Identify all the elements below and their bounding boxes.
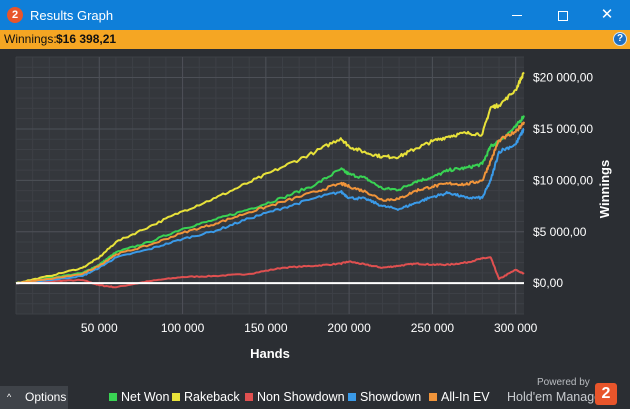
powered-by-label: Powered by	[537, 377, 590, 388]
x-tick-label: 250 000	[411, 321, 455, 335]
x-tick-label: 200 000	[327, 321, 371, 335]
legend-label: Rakeback	[184, 390, 240, 404]
y-tick-label: $0,00	[533, 276, 563, 290]
minimize-button[interactable]	[494, 0, 540, 30]
brand-logo-icon: 2	[595, 383, 617, 405]
y-tick-label: $10 000,00	[533, 173, 593, 187]
maximize-icon	[558, 10, 568, 21]
results-chart: 50 000 100 000 150 000 200 000 250 000 300 00…	[0, 49, 630, 383]
maximize-button[interactable]	[540, 0, 586, 30]
y-tick-label: $5 000,00	[533, 225, 587, 239]
series-line-all-in-ev	[15, 121, 525, 285]
close-button[interactable]: ✕	[584, 0, 630, 30]
window-title: Results Graph	[30, 8, 114, 23]
x-tick-label: 150 000	[244, 321, 288, 335]
x-tick-label: 300 000	[494, 321, 538, 335]
legend-label: Showdown	[360, 390, 422, 404]
series-line-net-won	[15, 115, 525, 285]
y-tick-label: $20 000,00	[533, 71, 593, 85]
series-line-showdown	[16, 128, 525, 285]
x-axis-label: Hands	[250, 346, 290, 361]
winnings-bar: Winnings: $16 398,21	[0, 30, 630, 49]
legend-swatch	[172, 393, 180, 401]
y-tick-label: $15 000,00	[533, 122, 593, 136]
winnings-label: Winnings:	[4, 32, 57, 46]
options-label: Options	[25, 390, 67, 404]
brand-name: Hold'em Manager	[507, 390, 606, 404]
legend-swatch	[245, 393, 253, 401]
legend-label: Non Showdown	[257, 390, 345, 404]
app-logo-icon: 2	[7, 7, 23, 23]
minimize-icon	[512, 15, 522, 17]
plot-area	[16, 57, 524, 314]
options-button[interactable]: ^ Options	[0, 386, 68, 409]
help-icon[interactable]: ?	[613, 32, 627, 46]
y-axis-label: Winnings	[597, 160, 612, 218]
winnings-value: $16 398,21	[56, 32, 117, 46]
chevron-up-icon: ^	[7, 392, 12, 402]
legend-swatch	[429, 393, 437, 401]
close-icon: ✕	[600, 6, 614, 23]
x-tick-label: 100 000	[161, 321, 205, 335]
title-bar: 2 Results Graph ✕	[0, 0, 630, 30]
legend-label: All-In EV	[441, 390, 490, 404]
legend-swatch	[109, 393, 117, 401]
series-line-non-showdown	[15, 256, 525, 289]
legend-swatch	[348, 393, 356, 401]
series-line-rakeback	[15, 71, 525, 285]
legend-label: Net Won	[121, 390, 170, 404]
bottom-bar: ^ Options	[0, 383, 630, 409]
x-tick-label: 50 000	[81, 321, 118, 335]
